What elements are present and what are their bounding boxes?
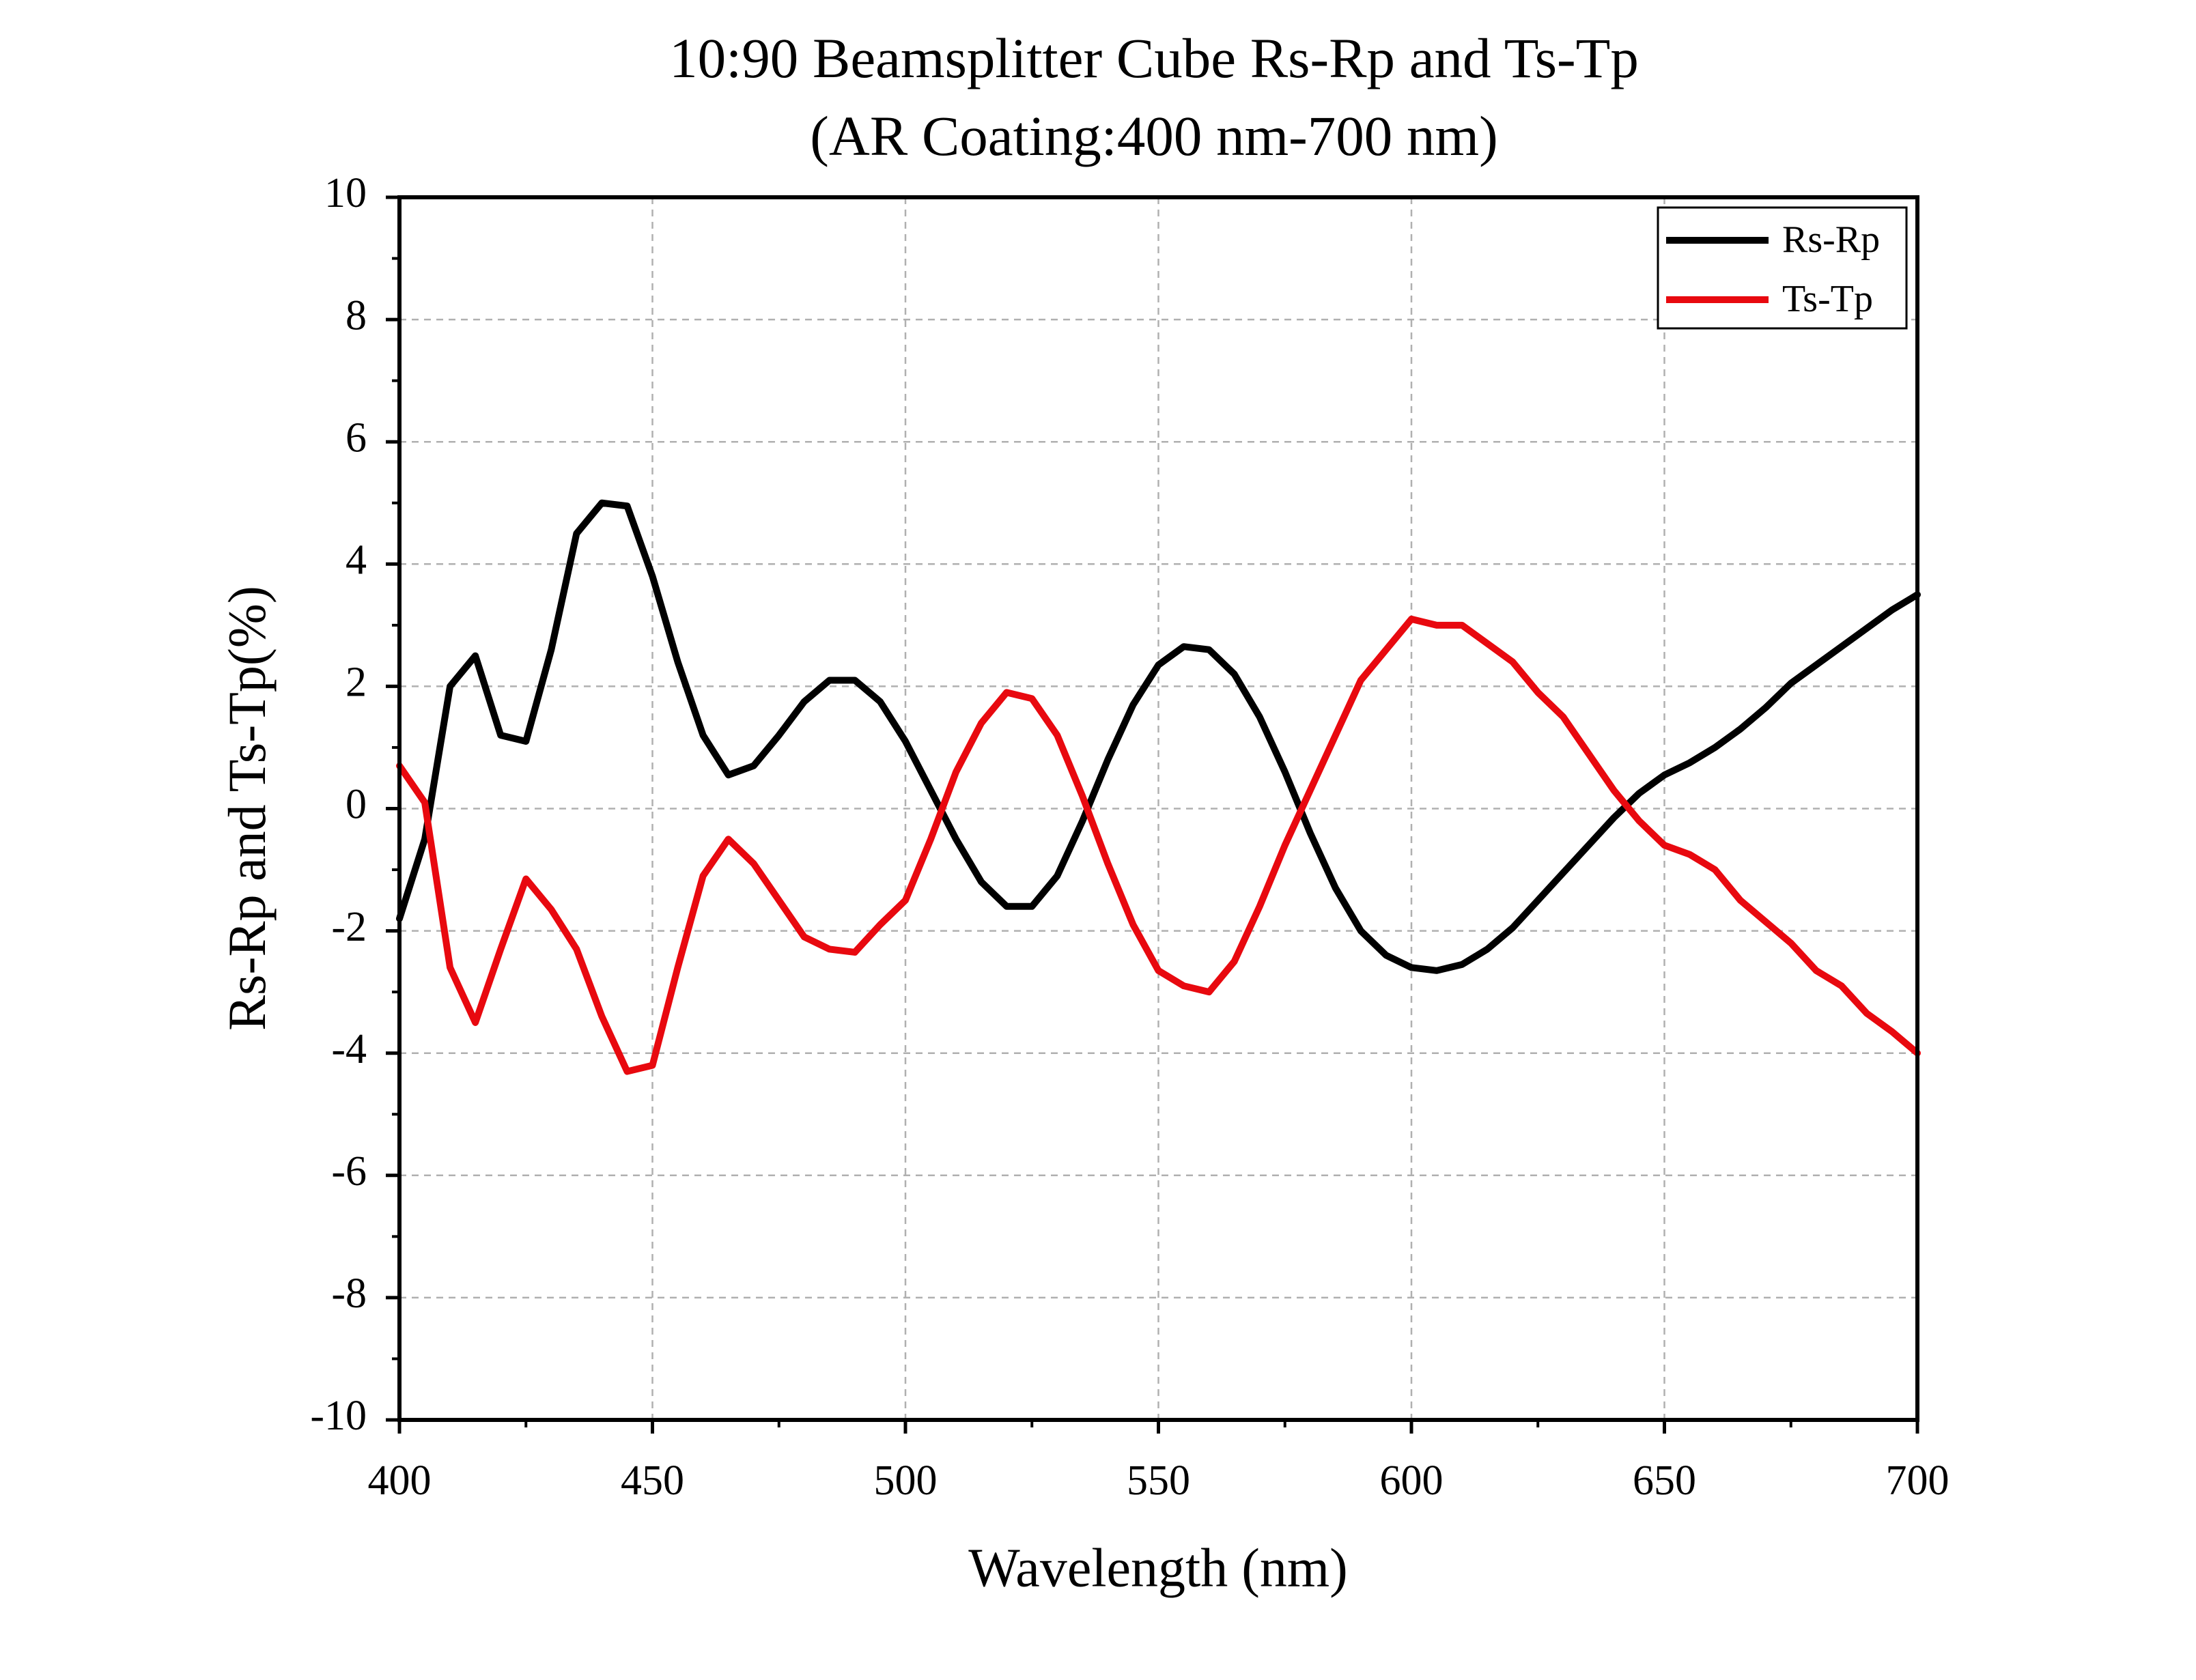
y-tick-label: 4 — [346, 537, 367, 584]
series-line — [396, 615, 1921, 1075]
x-tick-label: 500 — [874, 1457, 938, 1504]
legend-label: Ts-Tp — [1782, 278, 1873, 320]
y-tick-label: -10 — [310, 1393, 367, 1439]
y-tick-label: 0 — [346, 782, 367, 828]
x-tick-label: 650 — [1633, 1457, 1696, 1504]
y-tick-label: 10 — [324, 170, 367, 216]
series-line — [396, 499, 1921, 974]
legend-label: Rs-Rp — [1782, 218, 1880, 261]
plot-frame — [397, 195, 1919, 1422]
chart-subtitle: (AR Coating:400 nm-700 nm) — [810, 104, 1497, 167]
y-tick-label: 6 — [346, 414, 367, 461]
y-tick-label: -4 — [331, 1026, 367, 1072]
x-tick-label: 700 — [1886, 1457, 1949, 1504]
y-tick-label: 2 — [346, 659, 367, 706]
chart-title: 10:90 Beamsplitter Cube Rs-Rp and Ts-Tp — [669, 27, 1639, 89]
x-tick-label: 550 — [1127, 1457, 1190, 1504]
legend-box — [1657, 206, 1908, 330]
y-tick-label: -6 — [331, 1148, 367, 1195]
y-tick-label: 8 — [346, 292, 367, 339]
y-tick-label: -2 — [331, 904, 367, 950]
x-tick-label: 450 — [621, 1457, 684, 1504]
x-axis-label: Wavelength (nm) — [968, 1538, 1348, 1598]
x-tick-label: 600 — [1380, 1457, 1444, 1504]
y-tick-label: -8 — [331, 1270, 367, 1317]
y-axis-label: Rs-Rp and Ts-Tp(%) — [217, 586, 277, 1031]
x-tick-label: 400 — [368, 1457, 432, 1504]
